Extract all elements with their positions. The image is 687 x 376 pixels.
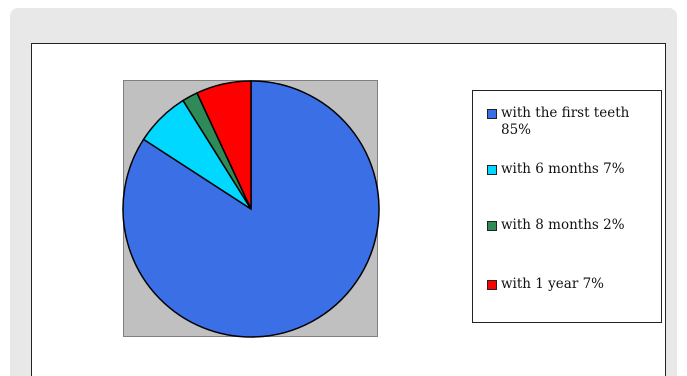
legend-item-6-months: with 6 months 7% [487, 161, 651, 178]
legend-label-8-months: with 8 months 2% [501, 217, 625, 233]
legend-swatch-8-months [487, 221, 497, 231]
legend-label-1-year: with 1 year 7% [501, 276, 604, 292]
legend: with the first teeth 85% with 6 months 7… [472, 90, 662, 323]
legend-swatch-first-teeth [487, 109, 497, 119]
legend-item-1-year: with 1 year 7% [487, 276, 651, 293]
legend-swatch-6-months [487, 165, 497, 175]
legend-item-first-teeth: with the first teeth 85% [487, 105, 651, 139]
legend-label-6-months: with 6 months 7% [501, 161, 625, 177]
pie-slice-1-year [196, 80, 252, 210]
legend-label-first-teeth: with the first teeth 85% [501, 105, 630, 138]
legend-swatch-1-year [487, 280, 497, 290]
legend-item-8-months: with 8 months 2% [487, 217, 651, 234]
